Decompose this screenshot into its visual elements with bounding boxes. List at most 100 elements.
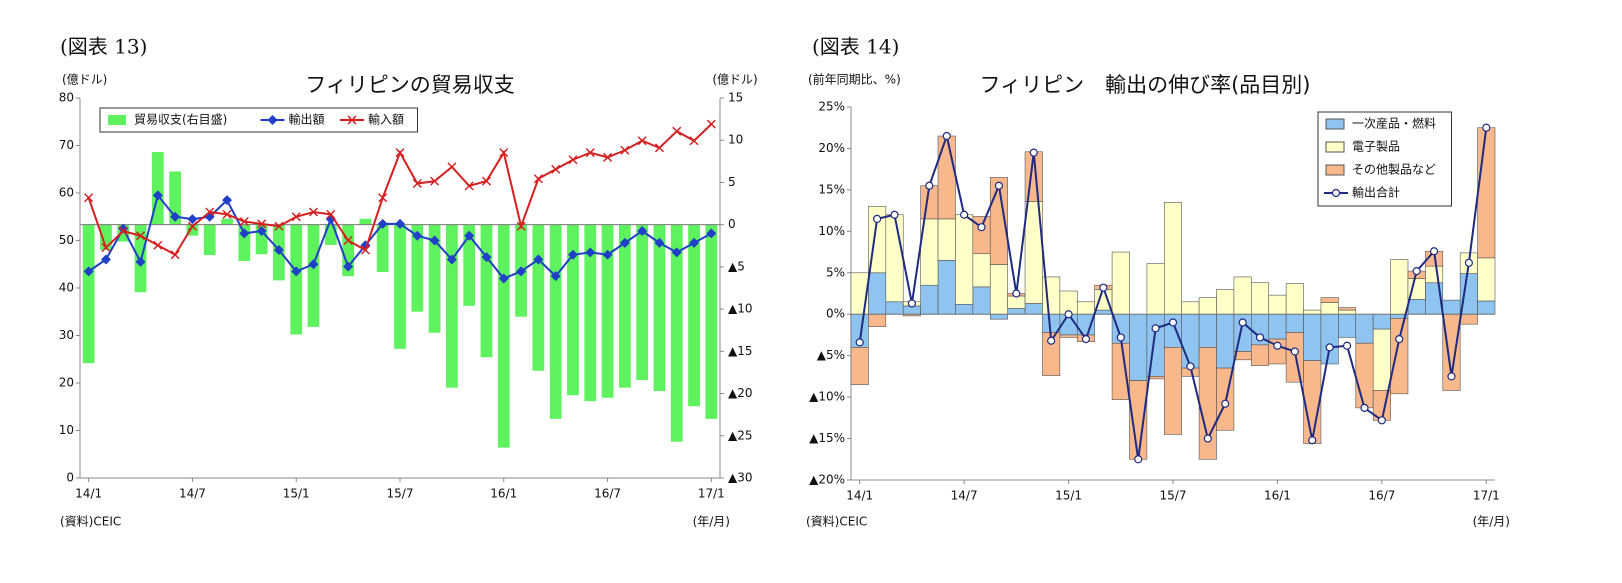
bar: [1285, 313, 1304, 333]
y2-tick-label: 10: [728, 133, 743, 147]
marker: [1342, 341, 1352, 350]
y-tick-label: ▲10%: [809, 390, 845, 404]
bar: [1233, 276, 1252, 315]
marker: [187, 214, 198, 225]
marker: [706, 228, 717, 239]
marker: [994, 181, 1004, 190]
bar: [1477, 257, 1496, 302]
marker: [84, 193, 94, 203]
y-tick-label: 60: [59, 186, 74, 200]
bar: [1320, 313, 1339, 365]
x-tick-label: 14/7: [179, 487, 206, 501]
bar: [937, 260, 956, 315]
bar: [169, 171, 182, 225]
x-axis-label: (年/月): [693, 515, 730, 529]
marker: [550, 271, 561, 282]
marker: [101, 243, 111, 253]
marker: [1047, 336, 1056, 345]
bar: [394, 224, 406, 349]
y2-tick-label: ▲30: [728, 471, 753, 485]
marker: [291, 212, 301, 222]
marker: [925, 181, 934, 190]
bar: [1355, 342, 1374, 409]
marker: [855, 338, 864, 347]
bar: [290, 224, 303, 335]
bar: [446, 224, 458, 388]
marker: [118, 226, 128, 236]
marker: [1203, 434, 1212, 443]
marker: [1447, 372, 1456, 381]
bar: [324, 224, 337, 245]
bar: [480, 224, 493, 358]
marker: [942, 131, 951, 141]
bar: [1146, 263, 1165, 315]
x-tick-label: 15/1: [283, 487, 310, 501]
bar: [868, 313, 887, 327]
marker: [672, 126, 682, 136]
bar: [972, 253, 991, 288]
y-tick-label: 70: [59, 138, 74, 152]
bar: [955, 303, 974, 315]
marker: [907, 299, 917, 308]
bar: [255, 224, 268, 255]
marker: [267, 115, 278, 125]
marker: [274, 221, 284, 231]
y2-axis-label: (億ドル): [712, 73, 757, 87]
marker: [637, 226, 648, 236]
bar: [1407, 299, 1426, 315]
bar: [1007, 308, 1026, 315]
bar: [1390, 259, 1409, 315]
marker: [1064, 310, 1073, 319]
marker: [654, 237, 665, 248]
bar: [670, 224, 683, 442]
bar: [1024, 303, 1043, 315]
x-tick-label: 16/7: [1368, 489, 1395, 503]
bar: [1338, 313, 1357, 338]
marker: [377, 218, 388, 229]
bar: [1094, 309, 1113, 315]
bar: [1338, 307, 1357, 311]
marker: [585, 148, 595, 158]
bar: [1268, 313, 1287, 340]
legend-swatch: [1325, 164, 1345, 176]
y-tick-label: 15%: [818, 182, 845, 196]
marker: [960, 210, 969, 219]
bar: [1076, 301, 1095, 315]
bar: [1320, 302, 1339, 315]
legend-label: 電子製品: [1352, 140, 1400, 154]
bar: [885, 214, 904, 303]
y-tick-label: 30: [59, 328, 74, 342]
bar: [1251, 344, 1270, 366]
y-tick-label: ▲20%: [809, 473, 845, 487]
bar: [1372, 313, 1391, 330]
marker: [136, 231, 146, 241]
x-tick-label: 14/1: [846, 489, 873, 503]
y-tick-label: ▲5%: [817, 348, 845, 362]
bar: [151, 152, 164, 225]
bar: [1425, 265, 1444, 284]
y-tick-label: 5%: [826, 265, 845, 279]
y-tick-label: 0%: [826, 307, 845, 321]
bar: [549, 224, 562, 419]
marker: [873, 214, 882, 223]
bar: [1163, 202, 1183, 315]
bar: [688, 224, 700, 407]
bar: [1059, 334, 1078, 338]
marker: [1429, 247, 1439, 256]
x-tick-label: 15/1: [1055, 489, 1082, 503]
bar: [1268, 294, 1287, 315]
legend-box: [99, 107, 418, 133]
bar: [920, 284, 939, 315]
bar: [238, 224, 251, 261]
marker: [1134, 455, 1143, 464]
marker: [464, 181, 474, 191]
marker: [153, 240, 163, 250]
bar: [937, 218, 956, 261]
bar: [868, 272, 887, 315]
x-tick-label: 15/7: [387, 487, 414, 501]
marker: [689, 237, 700, 248]
bar: [1372, 328, 1391, 391]
marker: [152, 190, 163, 201]
marker: [567, 249, 578, 260]
